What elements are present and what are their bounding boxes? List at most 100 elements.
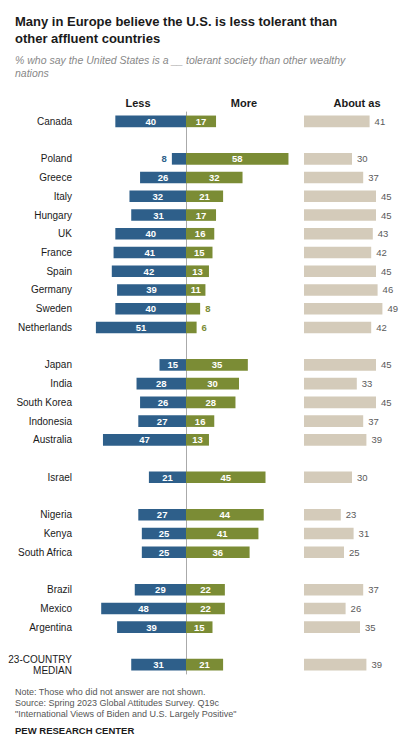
svg-text:45: 45 <box>381 210 392 221</box>
svg-text:23-COUNTRY: 23-COUNTRY <box>8 654 72 665</box>
svg-text:32: 32 <box>152 191 163 202</box>
svg-text:41: 41 <box>375 116 386 127</box>
svg-text:31: 31 <box>359 528 370 539</box>
svg-text:28: 28 <box>156 378 167 389</box>
svg-text:45: 45 <box>381 191 392 202</box>
svg-text:42: 42 <box>376 322 387 333</box>
svg-text:21: 21 <box>199 191 210 202</box>
svg-text:27: 27 <box>157 509 168 520</box>
svg-text:17: 17 <box>196 210 207 221</box>
svg-text:36: 36 <box>213 547 224 558</box>
svg-text:Spain: Spain <box>46 266 72 277</box>
svg-text:Italy: Italy <box>54 191 72 202</box>
svg-text:17: 17 <box>196 116 207 127</box>
svg-text:25: 25 <box>159 547 170 558</box>
svg-text:France: France <box>41 247 73 258</box>
svg-text:More: More <box>231 97 257 109</box>
svg-text:Australia: Australia <box>33 434 72 445</box>
svg-text:South Africa: South Africa <box>18 547 72 558</box>
svg-text:Note: Those who did not answer: Note: Those who did not answer are not s… <box>15 687 205 697</box>
svg-text:30: 30 <box>207 378 218 389</box>
svg-text:31: 31 <box>153 659 164 670</box>
svg-text:16: 16 <box>195 228 206 239</box>
svg-text:47: 47 <box>139 434 150 445</box>
svg-text:Mexico: Mexico <box>40 603 72 614</box>
svg-text:35: 35 <box>212 359 223 370</box>
svg-text:39: 39 <box>146 284 157 295</box>
svg-text:48: 48 <box>138 603 149 614</box>
svg-text:35: 35 <box>365 622 376 633</box>
svg-text:23: 23 <box>346 509 357 520</box>
svg-text:40: 40 <box>145 303 156 314</box>
svg-text:30: 30 <box>357 472 368 483</box>
svg-text:49: 49 <box>387 303 398 314</box>
svg-text:Nigeria: Nigeria <box>40 509 72 520</box>
svg-text:27: 27 <box>157 416 168 427</box>
svg-text:Kenya: Kenya <box>44 528 73 539</box>
svg-text:37: 37 <box>368 584 379 595</box>
svg-text:South Korea: South Korea <box>16 397 72 408</box>
svg-text:15: 15 <box>167 359 178 370</box>
svg-text:Sweden: Sweden <box>36 303 72 314</box>
svg-text:% who say the United States is: % who say the United States is a __ tole… <box>15 54 346 66</box>
svg-text:45: 45 <box>220 472 231 483</box>
svg-text:45: 45 <box>381 397 392 408</box>
svg-text:46: 46 <box>383 284 394 295</box>
svg-text:39: 39 <box>146 622 157 633</box>
svg-text:Argentina: Argentina <box>29 622 72 633</box>
svg-text:42: 42 <box>376 247 387 258</box>
svg-text:39: 39 <box>371 434 382 445</box>
svg-text:8: 8 <box>162 153 167 164</box>
svg-text:11: 11 <box>191 284 202 295</box>
svg-text:Germany: Germany <box>31 284 72 295</box>
svg-text:Netherlands: Netherlands <box>18 322 72 333</box>
svg-text:Source: Spring 2023 Global Att: Source: Spring 2023 Global Attitudes Sur… <box>15 698 219 708</box>
svg-text:58: 58 <box>232 153 243 164</box>
svg-text:29: 29 <box>155 584 166 595</box>
svg-text:Poland: Poland <box>41 153 72 164</box>
svg-text:26: 26 <box>158 397 169 408</box>
svg-text:16: 16 <box>195 416 206 427</box>
svg-text:PEW RESEARCH CENTER: PEW RESEARCH CENTER <box>15 725 134 736</box>
svg-text:Canada: Canada <box>37 116 72 127</box>
svg-text:31: 31 <box>153 210 164 221</box>
svg-text:25: 25 <box>349 547 360 558</box>
svg-text:51: 51 <box>136 322 147 333</box>
svg-text:nations: nations <box>15 67 50 79</box>
svg-text:39: 39 <box>371 659 382 670</box>
svg-text:37: 37 <box>368 416 379 427</box>
svg-text:25: 25 <box>159 528 170 539</box>
svg-text:45: 45 <box>381 359 392 370</box>
svg-text:30: 30 <box>357 153 368 164</box>
svg-text:43: 43 <box>378 228 389 239</box>
svg-text:Hungary: Hungary <box>34 210 72 221</box>
svg-text:22: 22 <box>200 603 211 614</box>
svg-text:"International Views of Biden: "International Views of Biden and U.S. L… <box>15 709 236 719</box>
svg-text:22: 22 <box>200 584 211 595</box>
svg-text:Brazil: Brazil <box>47 584 72 595</box>
svg-text:Israel: Israel <box>48 472 72 483</box>
svg-text:33: 33 <box>362 378 373 389</box>
svg-text:other affluent countries: other affluent countries <box>15 31 160 46</box>
svg-text:45: 45 <box>381 266 392 277</box>
svg-text:21: 21 <box>162 472 173 483</box>
svg-text:40: 40 <box>145 228 156 239</box>
svg-text:15: 15 <box>194 247 205 258</box>
svg-text:Many in Europe believe the U.S: Many in Europe believe the U.S. is less … <box>15 14 337 29</box>
svg-text:13: 13 <box>192 266 203 277</box>
svg-text:40: 40 <box>145 116 156 127</box>
svg-text:41: 41 <box>217 528 228 539</box>
svg-text:26: 26 <box>158 172 169 183</box>
svg-text:32: 32 <box>209 172 220 183</box>
svg-text:About as: About as <box>333 97 380 109</box>
svg-text:28: 28 <box>205 397 216 408</box>
svg-text:42: 42 <box>144 266 155 277</box>
svg-text:MEDIAN: MEDIAN <box>33 665 72 676</box>
svg-text:Greece: Greece <box>39 172 72 183</box>
svg-text:21: 21 <box>199 659 210 670</box>
svg-text:Less: Less <box>125 97 150 109</box>
svg-text:6: 6 <box>202 322 207 333</box>
svg-text:15: 15 <box>194 622 205 633</box>
svg-text:13: 13 <box>192 434 203 445</box>
svg-text:Japan: Japan <box>45 359 72 370</box>
